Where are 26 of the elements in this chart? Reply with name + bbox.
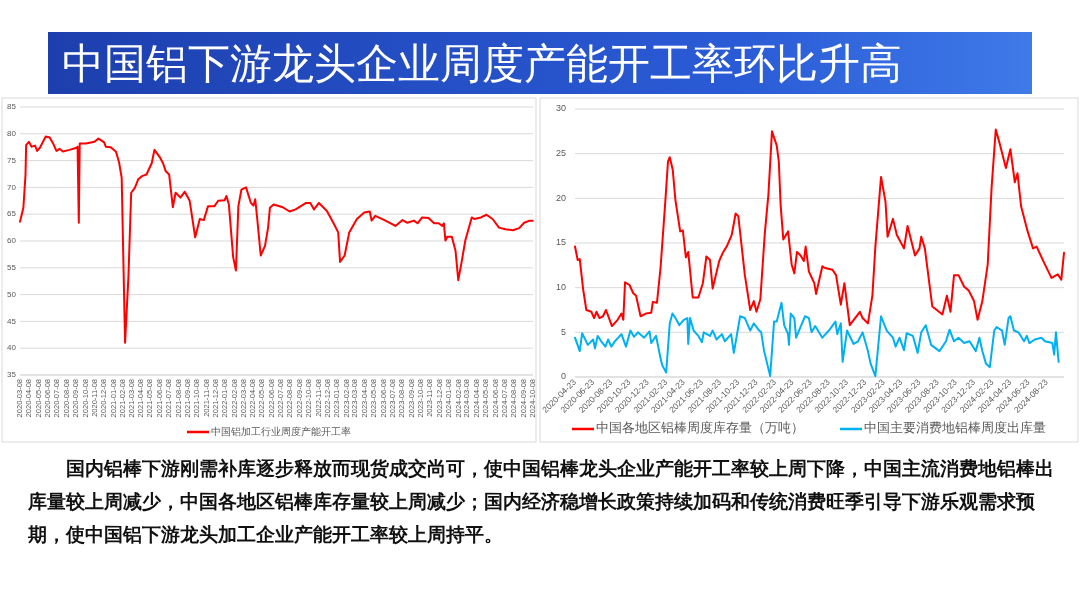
y-tick-label: 65 (7, 209, 17, 219)
legend-label: 中国主要消费地铝棒周度出库量 (864, 420, 1046, 436)
y-tick-label: 15 (555, 237, 566, 248)
y-tick-label: 10 (555, 282, 566, 293)
y-tick-label: 75 (7, 155, 17, 165)
y-tick-label: 80 (7, 128, 17, 138)
y-tick-label: 55 (7, 262, 17, 272)
text: 国内铝棒下游刚需补库逐步释放而现货成交尚可，使中国铝棒龙头企业产能开工率较上周下降，中国主流消费地铝棒出库量较上周减少，中国各地区铝棒库存量较上周减少；国内经济稳增长政策持续加码和传统消费旺季引导下游乐观需求预期，使中国铝下游龙头加工企业产能开工率较上周持平。 (28, 457, 1055, 547)
y-tick-label: 20 (555, 192, 566, 203)
y-tick-label: 70 (7, 182, 17, 192)
y-tick-label: 5 (560, 326, 566, 337)
y-tick-label: 85 (7, 102, 17, 112)
y-tick-label: 25 (555, 148, 566, 159)
y-tick-label: 35 (7, 370, 17, 380)
text: 中国铝下游龙头企业周度产能开工率环比升高 (62, 40, 902, 89)
y-tick-label: 30 (555, 103, 566, 114)
y-tick-label: 40 (7, 343, 17, 353)
y-tick-label: 50 (7, 289, 17, 299)
line-series (574, 128, 1065, 328)
legend-label: 中国铝加工行业周度产能开工率 (211, 425, 351, 437)
line-series (19, 135, 534, 344)
legend-label: 中国各地区铝棒周度库存量（万吨） (596, 420, 804, 436)
line-series (574, 301, 1060, 378)
y-tick-label: 0 (560, 371, 566, 382)
y-tick-label: 60 (7, 236, 17, 246)
y-tick-label: 45 (7, 316, 17, 326)
